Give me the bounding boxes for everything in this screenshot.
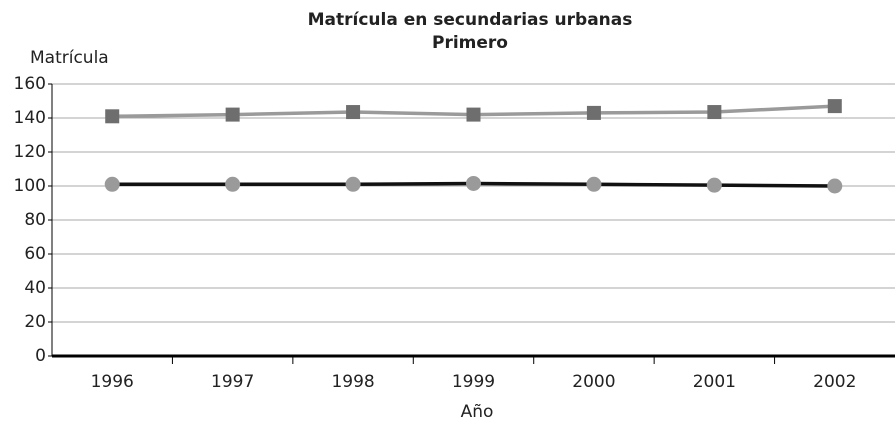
y-tick-label: 0 (35, 346, 46, 366)
y-tick-label: 60 (24, 244, 46, 264)
marker (346, 105, 361, 120)
marker (706, 177, 722, 193)
marker (827, 99, 842, 114)
chart-subtitle: Primero (432, 33, 508, 53)
x-axis-label: Año (461, 402, 494, 422)
marker (466, 107, 481, 122)
marker (586, 105, 601, 120)
x-tick-label: 1997 (211, 372, 254, 392)
y-tick-label: 40 (24, 278, 46, 298)
marker (827, 178, 843, 194)
chart-title: Matrícula en secundarias urbanas (308, 10, 633, 30)
x-tick-label: 1999 (452, 372, 495, 392)
marker (225, 176, 241, 192)
marker (586, 176, 602, 192)
y-tick-label: 140 (14, 108, 46, 128)
x-tick-label: 1996 (91, 372, 134, 392)
marker (466, 175, 481, 191)
x-tick-label: 1998 (331, 372, 374, 392)
x-tick-label: 2001 (693, 372, 736, 392)
x-tick-label: 2000 (572, 372, 615, 392)
y-tick-label: 100 (14, 176, 46, 196)
y-axis-label: Matrícula (30, 48, 109, 68)
marker (345, 176, 361, 192)
marker (105, 109, 120, 124)
x-tick-label: 2002 (813, 372, 856, 392)
y-tick-label: 20 (24, 312, 46, 332)
y-tick-label: 80 (24, 210, 46, 230)
marker (225, 107, 240, 122)
marker (707, 105, 722, 120)
y-tick-label: 120 (14, 142, 46, 162)
marker (104, 176, 120, 192)
y-tick-label: 160 (14, 74, 46, 94)
